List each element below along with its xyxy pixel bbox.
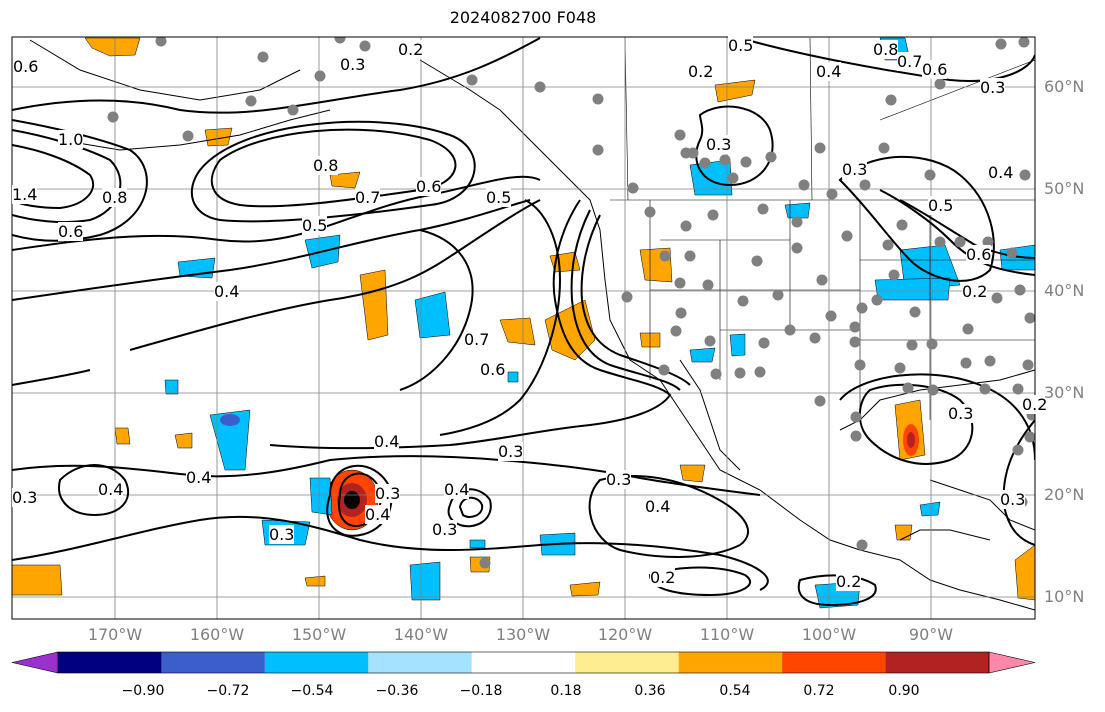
contour-label: 0.6 [922, 60, 948, 79]
colorbar-tick: 0.36 [634, 683, 666, 699]
contour-label: 0.5 [486, 188, 512, 207]
colorbar-extend-max [988, 651, 1036, 674]
contour-label: 0.7 [897, 52, 923, 71]
colorbar-tick: 0.54 [719, 683, 751, 699]
contour-label: 1.4 [12, 185, 38, 204]
lat-label-40n: 40°N [1044, 281, 1085, 300]
contour-label: 0.4 [98, 480, 124, 499]
colorbar-tick: 0.90 [888, 683, 920, 699]
contour-label: 0.8 [102, 188, 128, 207]
colorbar-tick: 0.18 [550, 683, 582, 699]
colorbar-segment [368, 652, 472, 673]
contour-label: 0.3 [12, 488, 38, 507]
lon-label-120w: 120°W [597, 625, 653, 644]
colorbar-segment [161, 652, 265, 673]
contour-label: 0.4 [186, 468, 212, 487]
contour-label: 0.4 [444, 480, 470, 499]
contour-label: 0.4 [374, 432, 400, 451]
colorbar-segment [471, 652, 576, 673]
lat-label-60n: 60°N [1044, 77, 1085, 96]
colorbar-tick: −0.72 [206, 683, 250, 699]
contour-label: 0.3 [980, 78, 1006, 97]
contour-label: 0.4 [988, 163, 1014, 182]
contour-label: 0.5 [728, 36, 754, 55]
contour-label: 0.6 [416, 177, 442, 196]
colorbar-segment [782, 652, 886, 673]
contour-label: 0.2 [962, 282, 988, 301]
contour-label: 0.7 [464, 330, 490, 349]
lon-label-140w: 140°W [393, 625, 449, 644]
lon-label-150w: 150°W [291, 625, 347, 644]
contour-label: 1.0 [58, 130, 84, 149]
colorbar-segment [264, 652, 369, 673]
colorbar [11, 651, 1036, 674]
contour-label: 0.4 [365, 505, 391, 524]
contour-label: 0.3 [498, 442, 524, 461]
colorbar-tick: −0.90 [121, 683, 165, 699]
lat-label-50n: 50°N [1044, 179, 1085, 198]
contour-label: 0.3 [432, 520, 458, 539]
colorbar-tick: −0.54 [290, 683, 334, 699]
contour-label: 0.6 [58, 222, 84, 241]
map-border [11, 36, 1036, 620]
contour-label: 0.2 [688, 62, 714, 81]
lat-label-30n: 30°N [1044, 383, 1085, 402]
contour-label: 0.2 [650, 568, 676, 587]
contour-label: 0.3 [375, 484, 401, 503]
contour-label: 0.3 [340, 55, 366, 74]
contour-label: 0.5 [302, 216, 328, 235]
contour-label: 0.5 [928, 196, 954, 215]
contour-label: 0.3 [606, 470, 632, 489]
contour-label: 0.6 [13, 57, 39, 76]
colorbar-tick: −0.18 [459, 683, 503, 699]
contour-label: 0.3 [269, 525, 295, 544]
contour-label: 0.4 [816, 62, 842, 81]
map-title: 2024082700 F048 [449, 8, 597, 27]
lon-label-110w: 110°W [699, 625, 755, 644]
lon-label-130w: 130°W [495, 625, 551, 644]
contour-label: 0.4 [214, 282, 240, 301]
lon-label-160w: 160°W [189, 625, 245, 644]
colorbar-segment [58, 652, 162, 673]
contour-label: 0.3 [1000, 490, 1026, 509]
station-dots [107, 37, 1035, 569]
lon-label-100w: 100°W [801, 625, 857, 644]
colorbar-segment [885, 652, 989, 673]
lat-label-10n: 10°N [1044, 587, 1085, 606]
contour-label: 0.2 [398, 40, 424, 59]
colorbar-tick: 0.72 [803, 683, 835, 699]
contour-label: 0.2 [836, 572, 862, 591]
lon-label-170w: 170°W [87, 625, 143, 644]
contour-label: 0.3 [842, 160, 868, 179]
colorbar-segment [678, 652, 783, 673]
contour-label: 0.6 [480, 360, 506, 379]
colorbar-segment [575, 652, 679, 673]
contour-label: 0.7 [355, 188, 381, 207]
contour-label: 0.8 [313, 156, 339, 175]
political-boundaries [610, 37, 1035, 420]
contour-label: 0.6 [966, 245, 992, 264]
lat-label-20n: 20°N [1044, 485, 1085, 504]
colorbar-outline [57, 651, 990, 674]
lon-label-90w: 90°W [908, 625, 954, 644]
contour-label: 0.3 [706, 135, 732, 154]
contour-label: 0.3 [948, 404, 974, 423]
contour-label: 0.4 [645, 497, 671, 516]
contour-label: 0.8 [873, 40, 899, 59]
lat-lon-grid [12, 37, 1035, 619]
colorbar-extend-min [11, 651, 59, 674]
colorbar-tick: −0.36 [375, 683, 419, 699]
contour-label: 0.2 [1022, 395, 1048, 414]
